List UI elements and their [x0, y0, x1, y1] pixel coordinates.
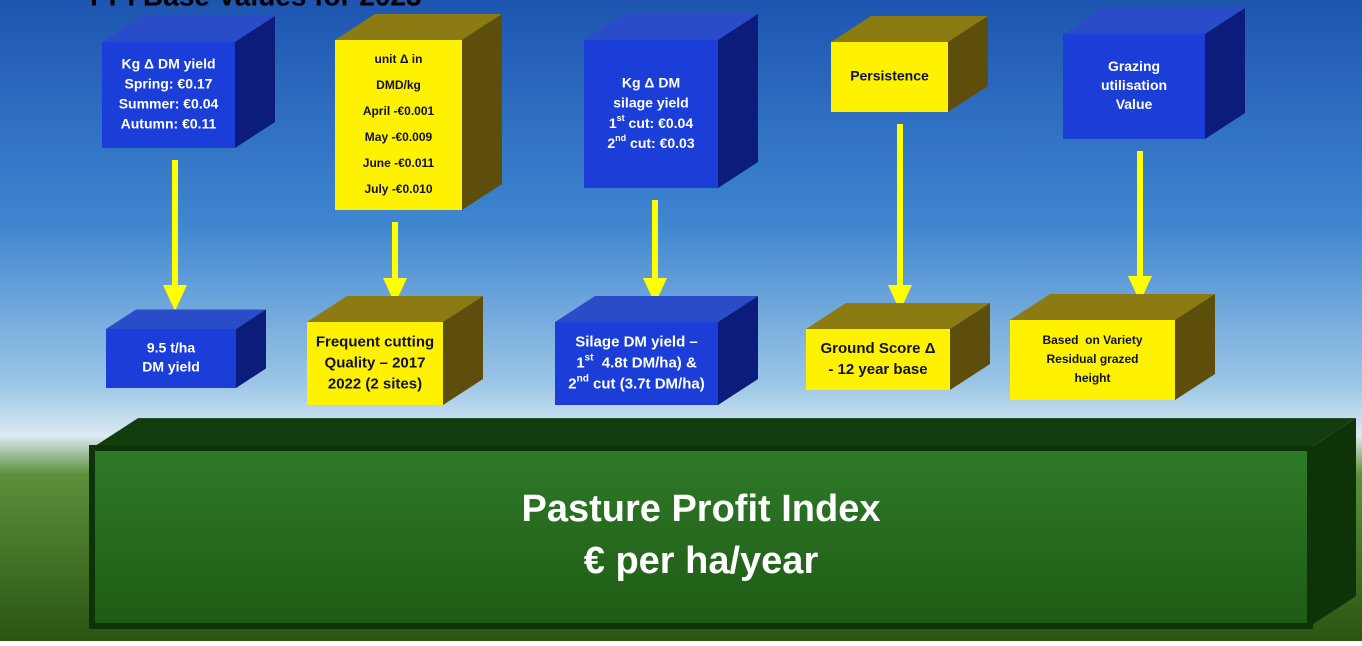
- box-text: Persistence: [850, 68, 929, 84]
- text-part: 1: [576, 354, 584, 371]
- box-text: silage yield: [613, 95, 688, 111]
- text-part: cut: €0.04: [625, 115, 694, 131]
- box-text: unit Δ in: [375, 52, 423, 66]
- box-text: Kg Δ DM: [622, 75, 680, 91]
- box-text: July -€0.010: [364, 182, 432, 196]
- box-text: Value: [1116, 96, 1153, 112]
- box-text: DM yield: [142, 359, 200, 375]
- text-part: nd: [615, 133, 626, 143]
- text-part: st: [617, 113, 625, 123]
- text-part: 4.8t DM/ha) &: [593, 354, 697, 371]
- page-title: PPI Base Values for 2023: [90, 0, 422, 11]
- box-text: May -€0.009: [365, 130, 433, 144]
- box-text: - 12 year base: [828, 361, 927, 378]
- box-text: Frequent cutting: [316, 333, 434, 350]
- box-text: Quality – 2017: [325, 354, 426, 371]
- text-part: 1: [609, 115, 617, 131]
- box-side: [718, 14, 758, 188]
- box-text: Silage DM yield –: [575, 333, 698, 350]
- page: PPI Base Values for 2023 Kg Δ DM yield Sp…: [0, 0, 1362, 641]
- box-top: [92, 418, 1356, 448]
- box-text: Pasture Profit Index: [522, 488, 881, 530]
- box-text: Based on Variety: [1042, 333, 1142, 347]
- box-text: 9.5 t/ha: [147, 340, 195, 356]
- text-part: cut: €0.03: [626, 135, 695, 151]
- box-front: [92, 448, 1310, 626]
- box-text: Grazing: [1108, 58, 1160, 74]
- box-text: 2nd cut (3.7t DM/ha): [568, 374, 704, 393]
- box-text: Autumn: €0.11: [121, 116, 217, 132]
- slide: PPI Base Values for 2023 Kg Δ DM yield Sp…: [0, 0, 1362, 641]
- box-front: [806, 329, 950, 390]
- box-text: Kg Δ DM yield: [121, 56, 215, 72]
- text-part: nd: [577, 374, 589, 385]
- text-part: cut (3.7t DM/ha): [589, 375, 705, 392]
- box-text: Residual grazed: [1046, 352, 1138, 366]
- box-text: DMD/kg: [376, 78, 421, 92]
- box-text: utilisation: [1101, 77, 1167, 93]
- box-text: 2022 (2 sites): [328, 375, 422, 392]
- box-text: April -€0.001: [363, 104, 435, 118]
- box-text: height: [1075, 371, 1111, 385]
- text-part: 2: [568, 375, 576, 392]
- box-text: Summer: €0.04: [119, 96, 219, 112]
- box-text: € per ha/year: [584, 540, 819, 582]
- box-text: Spring: €0.17: [125, 76, 213, 92]
- box-text: Ground Score Δ: [821, 340, 936, 357]
- box-side: [462, 14, 502, 210]
- text-part: 2: [607, 135, 615, 151]
- box-text: June -€0.011: [363, 156, 435, 170]
- box-text: 1st 4.8t DM/ha) &: [576, 353, 697, 372]
- box-side: [1310, 418, 1356, 626]
